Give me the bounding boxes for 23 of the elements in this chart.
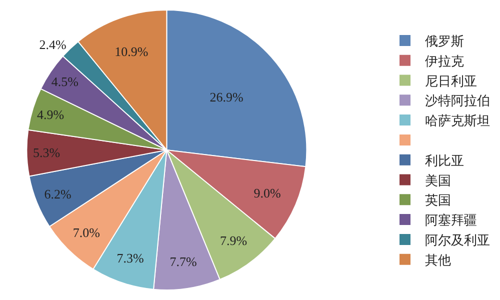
data-label: 10.9% [114, 44, 148, 59]
legend-label: 哈萨克斯坦 [425, 113, 490, 128]
legend-label: 伊拉克 [425, 53, 464, 68]
data-label: 26.9% [210, 89, 244, 104]
data-label: 9.0% [254, 185, 282, 200]
data-label: 6.2% [44, 186, 72, 202]
data-label: 4.5% [51, 74, 79, 89]
legend-label: 其他 [425, 252, 451, 268]
legend-label: 阿塞拜疆 [425, 212, 477, 228]
data-label: 7.3% [116, 250, 144, 266]
data-label: 5.3% [33, 145, 60, 160]
data-label: 4.9% [37, 106, 64, 122]
legend-label: 利比亚 [425, 152, 464, 168]
legend-label: 阿尔及利亚 [425, 232, 490, 248]
legend-label: 沙特阿拉伯 [425, 93, 490, 108]
legend-label: 俄罗斯 [425, 34, 464, 49]
legend-label: 尼日利亚 [425, 73, 477, 88]
data-label: 7.9% [220, 232, 248, 248]
legend-label: 英国 [425, 192, 451, 208]
legend-label: 美国 [425, 172, 451, 188]
data-label: 7.7% [170, 254, 197, 270]
data-label: 7.0% [72, 224, 100, 240]
data-label: 2.4% [39, 37, 66, 52]
